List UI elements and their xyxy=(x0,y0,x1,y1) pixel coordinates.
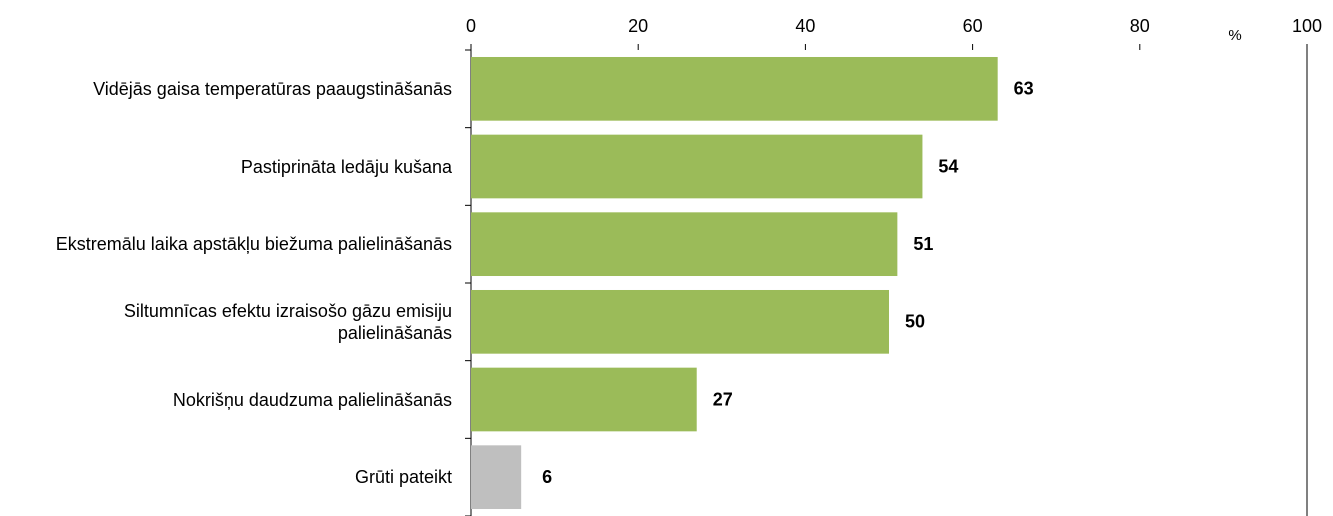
value-label: 27 xyxy=(713,389,733,409)
value-label: 54 xyxy=(938,156,958,176)
value-label: 6 xyxy=(542,467,552,487)
x-tick-label: 80 xyxy=(1130,16,1150,36)
bar xyxy=(471,367,697,432)
bar xyxy=(471,56,998,121)
category-label: Nokrišņu daudzuma palielināšanās xyxy=(172,389,452,410)
value-label: 51 xyxy=(913,234,933,254)
bar xyxy=(471,212,898,277)
x-tick-label: 20 xyxy=(628,16,648,36)
unit-label: % xyxy=(1228,27,1241,44)
bar xyxy=(471,289,889,354)
x-tick-label: 0 xyxy=(466,16,476,36)
bar xyxy=(471,134,923,199)
category-label: Siltumnīcas efektu izraisošo gāzu emisij… xyxy=(123,300,452,343)
x-tick-label: 40 xyxy=(795,16,815,36)
value-label: 50 xyxy=(905,312,925,332)
category-label: Grūti pateikt xyxy=(354,467,452,488)
bar xyxy=(471,445,522,510)
x-tick-label: 100 xyxy=(1292,16,1322,36)
category-label: Vidējās gaisa temperatūras paaugstināšan… xyxy=(93,78,452,99)
value-label: 63 xyxy=(1014,79,1034,99)
category-label: Pastiprināta ledāju kušana xyxy=(240,156,452,177)
x-tick-label: 60 xyxy=(963,16,983,36)
category-label: Ekstremālu laika apstākļu biežuma paliel… xyxy=(55,234,452,255)
